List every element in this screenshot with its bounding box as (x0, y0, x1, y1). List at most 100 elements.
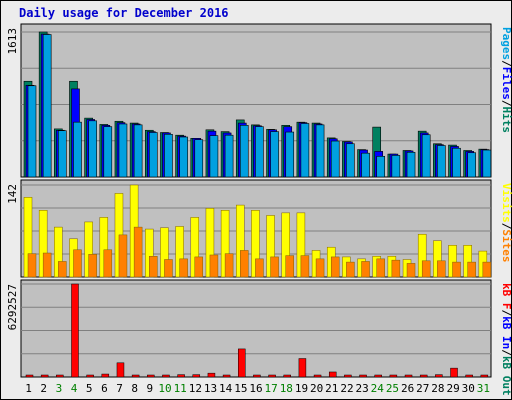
bar-pages-day-16 (255, 126, 264, 178)
bar-pages-day-20 (315, 124, 325, 178)
x-tick-label: 12 (189, 382, 202, 395)
x-tick-label: 30 (462, 382, 475, 395)
x-tick-label: 16 (249, 382, 262, 395)
bar-sites-day-28 (437, 260, 446, 278)
bar-sites-day-9 (149, 256, 158, 278)
bar-kb-f-day-4 (71, 283, 79, 378)
bar-sites-day-13 (209, 254, 219, 278)
x-tick-label: 15 (234, 382, 247, 395)
bar-pages-day-13 (209, 135, 219, 178)
bar-pages-day-31 (482, 149, 492, 178)
x-tick-label: 7 (116, 382, 123, 395)
bar-kb-f-day-7 (116, 362, 125, 378)
bar-pages-day-29 (452, 147, 461, 178)
right-legend-item: Files (500, 67, 512, 100)
bar-pages-day-19 (300, 123, 310, 178)
bar-sites-day-31 (482, 261, 492, 278)
bar-sites-day-30 (467, 261, 476, 278)
bar-sites-day-20 (315, 258, 325, 278)
bar-sites-day-14 (224, 253, 234, 278)
bar-sites-day-25 (391, 259, 401, 278)
bar-pages-day-27 (421, 134, 431, 178)
x-tick-label: 2 (40, 382, 47, 395)
x-tick-label: 1 (25, 382, 32, 395)
x-tick-label: 10 (158, 382, 171, 395)
x-tick-label: 9 (147, 382, 154, 395)
bar-pages-day-12 (194, 139, 204, 178)
bar-pages-day-24 (376, 156, 386, 178)
bar-kb-f-day-6 (101, 373, 110, 378)
bar-pages-day-10 (164, 134, 173, 178)
x-tick-label: 29 (446, 382, 459, 395)
x-tick-label: 13 (204, 382, 217, 395)
bar-pages-day-15 (239, 125, 249, 178)
bar-pages-day-5 (88, 120, 97, 178)
right-legend-item: Visits (500, 183, 512, 223)
y-max-label: 6292527 (6, 284, 19, 330)
bar-pages-day-30 (467, 152, 476, 178)
chart-title: Daily usage for December 2016 (19, 6, 229, 20)
bar-kb-f-day-13 (207, 372, 216, 378)
bar-kb-f-day-29 (450, 367, 458, 378)
bar-kb-f-day-20 (313, 374, 322, 378)
bar-kb-f-day-27 (419, 374, 428, 378)
bar-sites-day-1 (27, 253, 37, 278)
bar-kb-f-day-3 (56, 374, 64, 378)
x-tick-label: 4 (71, 382, 78, 395)
bar-sites-day-29 (452, 261, 461, 278)
bar-kb-f-day-24 (374, 374, 382, 378)
bar-kb-f-day-18 (283, 374, 291, 378)
bar-kb-f-day-16 (253, 374, 261, 378)
bar-pages-day-18 (285, 131, 295, 178)
x-tick-label: 11 (174, 382, 187, 395)
bar-sites-day-16 (255, 258, 264, 278)
bar-sites-day-11 (179, 258, 188, 278)
bar-kb-f-day-5 (86, 374, 94, 378)
bar-kb-f-day-22 (344, 374, 352, 378)
bar-sites-day-3 (58, 261, 67, 278)
bar-kb-f-day-15 (238, 348, 246, 378)
bar-sites-day-23 (361, 261, 370, 278)
bar-kb-f-day-10 (162, 374, 170, 378)
x-tick-label: 23 (356, 382, 369, 395)
bar-sites-day-4 (73, 249, 82, 278)
bar-sites-day-10 (164, 259, 173, 278)
right-legend-item: / (500, 100, 512, 107)
x-tick-label: 17 (265, 382, 278, 395)
bar-sites-day-7 (118, 234, 128, 278)
x-tick-label: 5 (86, 382, 93, 395)
bar-sites-day-22 (346, 261, 355, 278)
right-legend-item: kB Out (500, 356, 512, 396)
right-legend-item: / (500, 310, 512, 317)
bar-pages-day-25 (391, 155, 401, 178)
bar-pages-day-14 (224, 134, 234, 178)
bar-sites-day-8 (133, 226, 143, 278)
bar-kb-f-day-2 (40, 374, 49, 378)
right-legend-item: / (500, 60, 512, 67)
bar-pages-day-28 (437, 145, 446, 178)
bar-sites-day-6 (103, 249, 113, 278)
bar-kb-f-day-26 (404, 374, 413, 378)
bar-kb-f-day-12 (192, 374, 201, 378)
x-tick-label: 24 (371, 382, 385, 395)
bar-sites-day-12 (194, 256, 204, 278)
x-tick-label: 20 (310, 382, 323, 395)
right-legend-item: kB F (500, 283, 512, 310)
bar-kb-f-day-9 (147, 374, 155, 378)
bar-kb-f-day-25 (389, 374, 398, 378)
x-tick-label: 14 (219, 382, 233, 395)
x-tick-label: 8 (131, 382, 138, 395)
y-max-label: 142 (6, 184, 19, 204)
bar-sites-day-5 (88, 254, 97, 278)
bar-kb-f-day-8 (131, 374, 140, 378)
y-max-label: 1613 (6, 28, 19, 55)
bar-kb-f-day-30 (465, 374, 473, 378)
right-legend: Pages/Files/Hits (500, 27, 512, 133)
bar-sites-day-19 (300, 255, 310, 278)
bar-pages-day-7 (118, 123, 128, 178)
right-legend: kB F/kB In/kB Out (500, 283, 512, 396)
bar-kb-f-day-17 (268, 374, 276, 378)
right-legend-item: Sites (500, 229, 512, 262)
x-tick-label: 18 (280, 382, 293, 395)
